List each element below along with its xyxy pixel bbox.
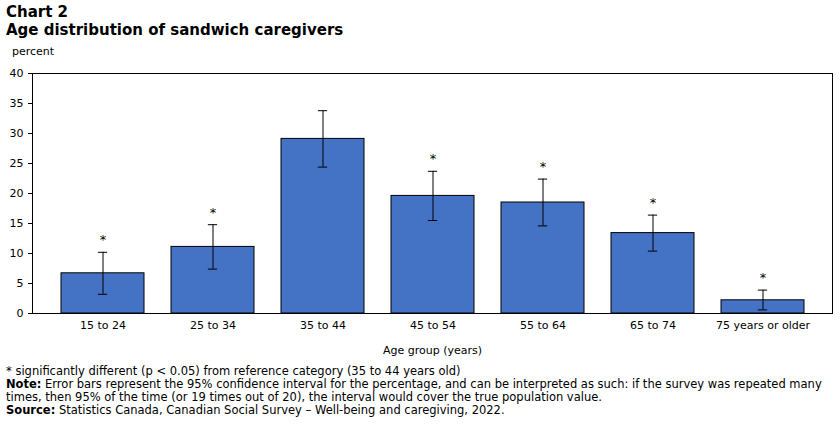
html-text:Note: Error bars represent the: Note: Error bars represent the 95% confi… <box>6 377 822 404</box>
svg-text:15: 15 <box>10 217 24 230</box>
svg-text:*: * <box>760 270 767 285</box>
svg-text:*: * <box>540 159 547 174</box>
svg-text:10: 10 <box>10 247 24 260</box>
html-text:Age distribution of sandwich c: Age distribution of sandwich caregivers <box>6 21 344 39</box>
svg-text:30: 30 <box>10 127 24 140</box>
svg-text:75 years or older: 75 years or older <box>716 319 811 332</box>
svg-text:25 to 34: 25 to 34 <box>190 319 236 332</box>
html-text:Source: Statistics Canada, Can: Source: Statistics Canada, Canadian Soci… <box>6 403 505 417</box>
html-text:percent: percent <box>12 45 55 58</box>
svg-text:35: 35 <box>10 97 24 110</box>
svg-text:65 to 74: 65 to 74 <box>630 319 676 332</box>
html-text:Chart 2: Chart 2 <box>6 3 68 21</box>
svg-text:55 to 64: 55 to 64 <box>520 319 566 332</box>
svg-text:*: * <box>430 151 437 166</box>
svg-text:20: 20 <box>10 187 24 200</box>
svg-text:*: * <box>100 232 107 247</box>
svg-text:0: 0 <box>17 307 24 320</box>
svg-text:*: * <box>650 195 657 210</box>
svg-text:35 to 44: 35 to 44 <box>300 319 346 332</box>
svg-text:15 to 24: 15 to 24 <box>80 319 126 332</box>
svg-text:Age group (years): Age group (years) <box>383 344 482 357</box>
html-text:* significantly different (p <: * significantly different (p < 0.05) fro… <box>6 364 461 378</box>
svg-text:5: 5 <box>17 277 24 290</box>
svg-text:40: 40 <box>10 67 24 80</box>
svg-text:45 to 54: 45 to 54 <box>410 319 456 332</box>
svg-text:25: 25 <box>10 157 24 170</box>
svg-text:*: * <box>210 205 217 220</box>
